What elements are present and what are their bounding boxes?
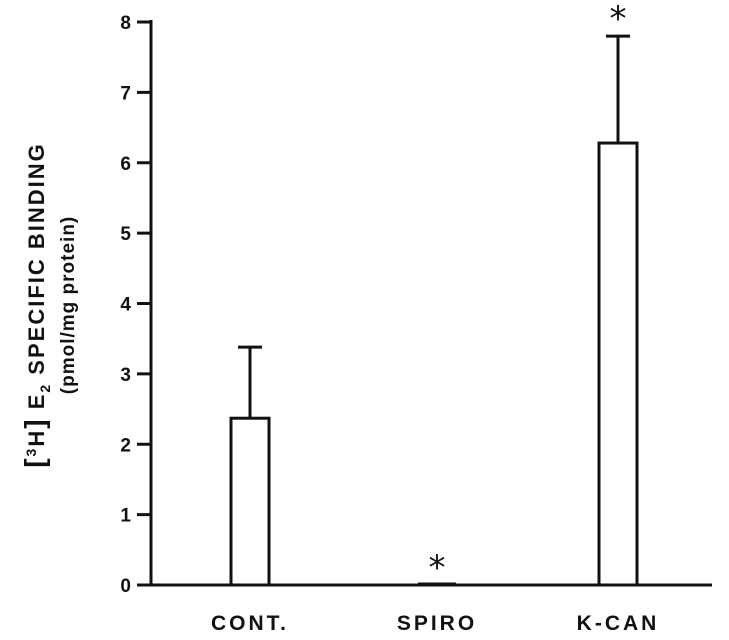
y-tick-label: 1 xyxy=(120,506,131,527)
x-category-label: SPIRO xyxy=(397,612,477,635)
y-axis-units: (pmol/mg protein) xyxy=(58,216,79,394)
significance-asterisk: * xyxy=(429,548,446,588)
y-tick-label: 5 xyxy=(120,224,131,245)
y-axis-title-subscript: 2 xyxy=(37,383,53,393)
y-axis-title: [3H] E2 SPECIFIC BINDING xyxy=(19,142,53,468)
x-category-label: CONT. xyxy=(211,612,289,635)
y-tick-label: 2 xyxy=(120,435,131,456)
bar xyxy=(229,416,271,587)
y-tick-label: 7 xyxy=(120,83,131,104)
significance-asterisk: * xyxy=(610,0,627,39)
y-axis-title-bracket-open: [ xyxy=(19,456,50,467)
x-axis: CONT. SPIRO K-CAN xyxy=(151,583,712,635)
y-tick-label: 6 xyxy=(120,154,131,175)
bar xyxy=(597,141,639,587)
y-axis-label: [3H] E2 SPECIFIC BINDING (pmol/mg protei… xyxy=(19,142,79,468)
y-axis-title-species: E xyxy=(24,393,49,410)
bar-group: * xyxy=(418,548,456,588)
x-category-label: K-CAN xyxy=(577,612,660,635)
y-axis-title-text: SPECIFIC BINDING xyxy=(24,142,49,374)
y-tick-label: 0 xyxy=(120,576,131,597)
y-axis-title-bracket-close: ] xyxy=(19,417,50,428)
y-axis-title-superscript: 3 xyxy=(23,447,39,457)
y-axis: 0 1 2 3 4 5 6 7 8 xyxy=(120,13,153,597)
y-axis-title-isotope: H xyxy=(24,429,49,447)
y-tick-label: 8 xyxy=(120,13,131,34)
y-tick-label: 4 xyxy=(120,295,131,316)
bars: ** xyxy=(229,0,639,588)
y-tick-label: 3 xyxy=(120,365,131,386)
bar-group xyxy=(229,345,271,587)
bar-group: * xyxy=(597,0,639,587)
